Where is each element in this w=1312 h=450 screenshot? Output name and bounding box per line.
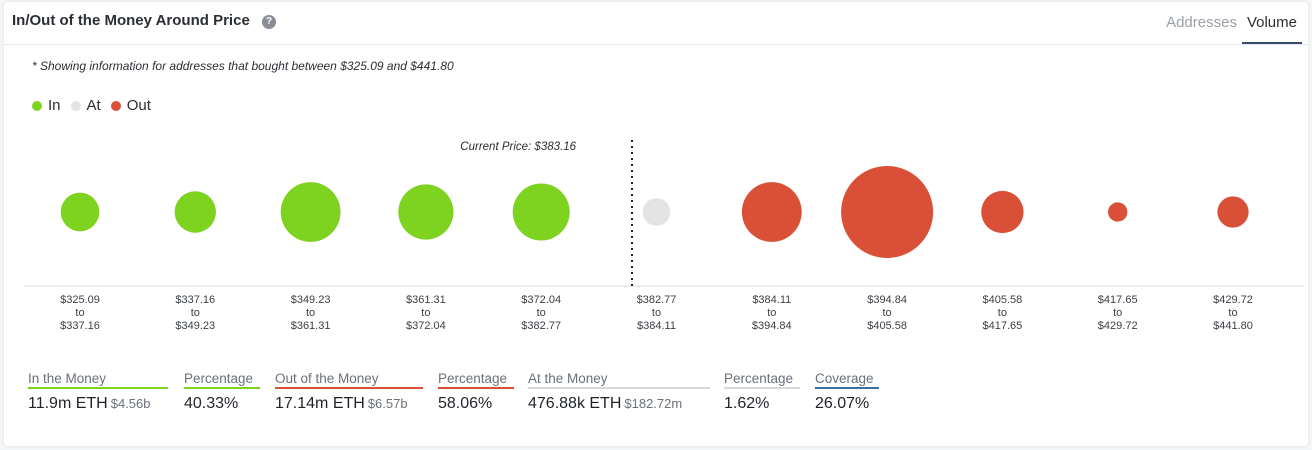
tick-to-word: to (421, 307, 431, 319)
tick-to-word: to (882, 307, 892, 319)
tick-to-word: to (997, 307, 1007, 319)
tick-from: $417.65 (1097, 294, 1138, 306)
stat-sub: $182.72m (624, 396, 683, 411)
tick-to: $429.72 (1097, 320, 1138, 332)
bubble-out-10[interactable] (1217, 196, 1249, 228)
legend-dot-in (32, 100, 42, 111)
tick-label-5: $382.77 to $384.11 (617, 294, 697, 333)
tick-label-2: $349.23 to $361.31 (271, 294, 351, 333)
stat-value: 476.88k ETH (528, 395, 622, 412)
legend-label-at: At (86, 97, 101, 114)
current-price-label: Current Price: $383.16 (460, 141, 576, 153)
stat-value: 26.07% (815, 395, 870, 412)
bubble-in-3[interactable] (398, 184, 454, 240)
tick-from: $349.23 (290, 294, 331, 306)
stat-label: In the Money (28, 371, 168, 389)
tick-to: $361.31 (290, 320, 331, 332)
tick-to-word: to (190, 307, 200, 319)
stat-label: At the Money (528, 371, 710, 389)
card-header: In/Out of the Money Around Price ? Addre… (4, 2, 1308, 45)
stat-coverage: Coverage 26.07% (815, 371, 879, 413)
stat-sub: $4.56b (110, 396, 151, 411)
tick-to: $405.58 (867, 320, 907, 332)
range-note: * Showing information for addresses that… (32, 59, 454, 73)
tick-to-word: to (651, 307, 662, 319)
tick-label-3: $361.31 to $372.04 (386, 294, 466, 333)
tick-to-word: to (306, 307, 316, 319)
tick-from: $325.09 (60, 294, 100, 306)
legend-item-in[interactable]: In (32, 97, 61, 114)
bubble-at-5[interactable] (642, 198, 671, 226)
card-title: In/Out of the Money Around Price (12, 12, 250, 29)
tick-to-word: to (1228, 307, 1238, 319)
tick-to: $349.23 (175, 320, 216, 332)
stat-at-percentage: Percentage 1.62% (724, 371, 800, 413)
stat-value: 40.33% (184, 395, 239, 412)
legend-dot-at (70, 100, 81, 111)
tick-from: $384.11 (752, 294, 792, 306)
legend-dot-out (110, 100, 121, 111)
bubble-in-0[interactable] (60, 192, 100, 232)
tick-to-word: to (536, 307, 546, 319)
tab-volume[interactable]: Volume (1241, 2, 1302, 44)
stat-value: 58.06% (438, 395, 493, 412)
stat-label: Percentage (724, 371, 800, 389)
tab-addresses[interactable]: Addresses (1166, 14, 1237, 31)
question-circle-icon[interactable]: ? (262, 15, 276, 29)
tick-from: $394.84 (867, 294, 907, 306)
stat-value: 11.9m ETH (28, 395, 108, 412)
stat-sub: $6.57b (367, 396, 408, 411)
stat-in-percentage: Percentage 40.33% (184, 371, 260, 413)
stat-label: Percentage (438, 371, 514, 389)
tick-label-6: $384.11 to $394.84 (732, 294, 812, 333)
tick-from: $405.58 (982, 294, 1023, 306)
stat-out-percentage: Percentage 58.06% (438, 371, 514, 413)
tick-to: $337.16 (60, 320, 100, 332)
chart-legend: In At Out (32, 97, 161, 114)
tick-to: $382.77 (521, 320, 562, 332)
tick-to-word: to (1113, 307, 1123, 319)
bubble-in-4[interactable] (512, 183, 570, 241)
stat-value: 17.14m ETH (275, 395, 365, 412)
stat-out-of-the-money: Out of the Money 17.14m ETH $6.57b (275, 371, 423, 413)
legend-label-out: Out (126, 97, 151, 114)
tick-from: $337.16 (175, 294, 216, 306)
chart-card: In/Out of the Money Around Price ? Addre… (4, 2, 1308, 446)
tick-label-4: $372.04 to $382.77 (501, 294, 581, 333)
bubble-out-7[interactable] (841, 166, 934, 258)
tick-label-1: $337.16 to $349.23 (155, 294, 235, 333)
tick-to-word: to (767, 307, 777, 319)
tick-to: $441.80 (1213, 320, 1253, 332)
stat-value: 1.62% (724, 395, 770, 412)
bubble-in-1[interactable] (174, 191, 216, 233)
legend-label-in: In (48, 97, 61, 114)
legend-item-at[interactable]: At (70, 97, 101, 114)
tick-to-word: to (75, 307, 85, 319)
tick-from: $429.72 (1213, 294, 1253, 306)
stat-label: Percentage (184, 371, 260, 389)
bubble-out-8[interactable] (981, 190, 1024, 234)
legend-item-out[interactable]: Out (110, 97, 151, 114)
stat-in-the-money: In the Money 11.9m ETH $4.56b (28, 371, 168, 413)
bubble-chart: Current Price: $383.16 (24, 140, 1304, 287)
tick-label-0: $325.09 to $337.16 (40, 294, 120, 333)
tick-from: $361.31 (406, 294, 446, 306)
view-tabs: Addresses Volume (1161, 2, 1302, 44)
tick-to: $384.11 (637, 320, 676, 332)
tick-to: $394.84 (751, 320, 792, 332)
bubble-in-2[interactable] (280, 182, 341, 242)
bubble-out-9[interactable] (1108, 202, 1128, 222)
stat-at-the-money: At the Money 476.88k ETH $182.72m (528, 371, 710, 413)
tick-label-8: $405.58 to $417.65 (962, 294, 1042, 333)
tick-label-7: $394.84 to $405.58 (847, 294, 927, 333)
tick-to: $417.65 (982, 320, 1023, 332)
tick-label-10: $429.72 to $441.80 (1193, 294, 1273, 333)
tick-to: $372.04 (406, 320, 446, 332)
tick-from: $382.77 (636, 294, 677, 306)
stat-label: Coverage (815, 371, 879, 389)
tick-label-9: $417.65 to $429.72 (1078, 294, 1158, 333)
bubble-out-6[interactable] (741, 182, 802, 242)
stat-label: Out of the Money (275, 371, 423, 389)
tick-from: $372.04 (521, 294, 562, 306)
